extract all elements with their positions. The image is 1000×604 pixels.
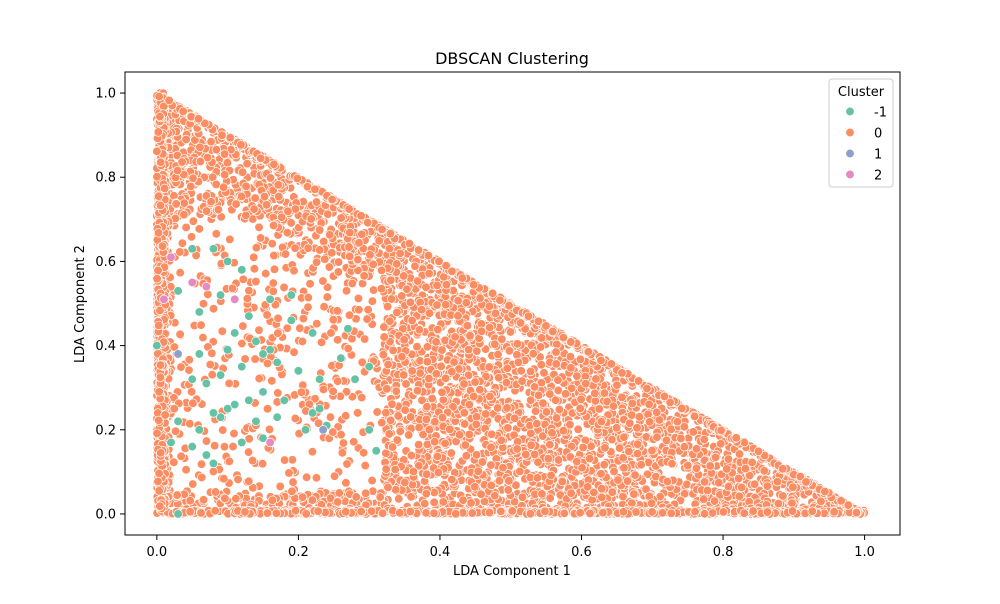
data-point bbox=[269, 250, 279, 261]
data-point bbox=[341, 478, 351, 488]
data-point bbox=[303, 292, 313, 303]
data-point bbox=[301, 472, 312, 482]
data-point bbox=[262, 358, 273, 369]
points-layer bbox=[152, 88, 869, 519]
data-point bbox=[360, 460, 370, 471]
data-point bbox=[359, 334, 370, 344]
data-point bbox=[340, 411, 351, 421]
data-point bbox=[175, 268, 185, 278]
data-point bbox=[273, 388, 283, 398]
data-point bbox=[367, 475, 377, 486]
series-0 bbox=[152, 88, 869, 519]
data-point bbox=[516, 366, 526, 376]
data-point bbox=[186, 232, 197, 242]
data-point bbox=[420, 499, 430, 509]
data-point bbox=[273, 313, 283, 324]
data-point bbox=[485, 322, 495, 333]
data-point bbox=[194, 224, 204, 234]
data-point bbox=[773, 498, 784, 509]
data-point bbox=[326, 328, 336, 338]
data-point bbox=[198, 332, 208, 343]
data-point bbox=[307, 447, 318, 457]
data-point bbox=[287, 455, 298, 465]
data-point bbox=[332, 306, 342, 316]
data-point bbox=[305, 279, 315, 289]
data-point bbox=[333, 257, 344, 267]
data-point bbox=[342, 459, 352, 469]
chart-title: DBSCAN Clustering bbox=[435, 49, 589, 68]
data-point bbox=[203, 289, 213, 300]
data-point bbox=[347, 278, 357, 289]
data-point bbox=[254, 325, 264, 335]
data-point bbox=[357, 278, 368, 289]
data-point bbox=[493, 349, 503, 360]
data-point bbox=[185, 419, 195, 429]
data-point bbox=[249, 264, 260, 274]
data-point bbox=[205, 359, 215, 370]
data-point bbox=[322, 292, 332, 302]
data-point bbox=[367, 296, 378, 306]
data-point bbox=[211, 229, 221, 239]
data-point bbox=[240, 354, 250, 364]
data-point bbox=[256, 233, 266, 243]
data-point bbox=[337, 448, 348, 458]
data-point bbox=[244, 286, 254, 296]
data-point bbox=[289, 266, 299, 276]
data-point bbox=[257, 459, 268, 469]
data-point bbox=[279, 282, 289, 293]
data-point bbox=[325, 412, 336, 422]
data-point bbox=[247, 455, 258, 466]
data-point bbox=[318, 276, 328, 286]
data-point bbox=[207, 370, 217, 380]
data-point bbox=[210, 441, 220, 451]
data-point bbox=[778, 491, 788, 501]
data-point bbox=[573, 424, 583, 434]
data-point bbox=[248, 483, 258, 493]
data-point bbox=[176, 451, 186, 462]
data-point bbox=[218, 425, 228, 435]
data-point bbox=[225, 234, 235, 245]
data-point bbox=[238, 321, 248, 331]
data-point bbox=[219, 442, 230, 452]
data-point bbox=[188, 479, 198, 489]
data-point bbox=[607, 434, 617, 445]
data-point bbox=[372, 407, 382, 417]
data-point bbox=[229, 428, 239, 439]
data-point bbox=[328, 315, 339, 325]
data-point bbox=[264, 424, 275, 435]
data-point bbox=[303, 302, 313, 312]
data-point bbox=[261, 268, 271, 279]
data-point bbox=[358, 448, 369, 458]
data-point bbox=[541, 407, 552, 417]
data-point bbox=[749, 479, 760, 489]
data-point bbox=[201, 436, 212, 446]
data-point bbox=[275, 481, 285, 492]
data-point bbox=[319, 302, 329, 312]
data-point bbox=[357, 392, 367, 403]
data-point bbox=[401, 379, 411, 389]
